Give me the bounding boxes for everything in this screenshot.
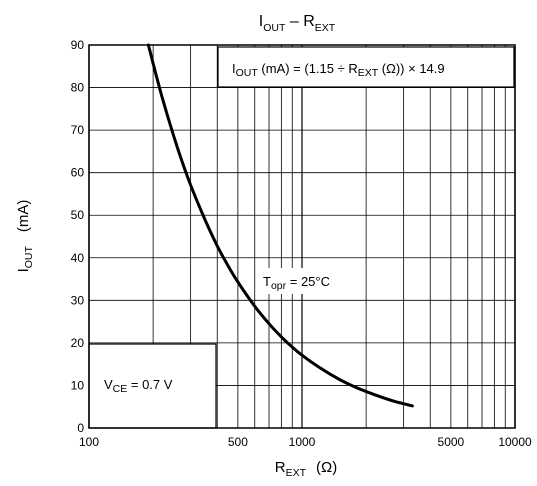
- y-tick-label: 70: [71, 123, 85, 137]
- x-axis-label: REXT (Ω): [275, 459, 337, 479]
- y-tick-label: 10: [71, 378, 85, 392]
- x-tick-label: 100: [79, 435, 99, 449]
- y-tick-label: 60: [71, 166, 85, 180]
- plot-frame: [88, 44, 516, 429]
- x-tick-label: 5000: [438, 435, 465, 449]
- temperature-note: Topr = 25°C: [263, 274, 330, 292]
- x-tick-label: 1000: [289, 435, 316, 449]
- chart-title: IOUT – REXT: [259, 13, 336, 34]
- y-tick-label: 20: [71, 336, 85, 350]
- y-tick-label: 80: [71, 81, 85, 95]
- formula-box: [217, 46, 515, 88]
- vce-text: VCE = 0.7 V: [104, 377, 173, 395]
- series-line: [146, 43, 414, 408]
- vce-box: [88, 343, 217, 429]
- y-tick-label: 40: [71, 251, 85, 265]
- y-tick-label: 30: [71, 293, 85, 307]
- minor-grid: [152, 45, 506, 428]
- formula-text: IOUT (mA) = (1.15 ÷ REXT (Ω)) × 14.9: [232, 61, 445, 79]
- x-tick-label: 10000: [498, 435, 532, 449]
- y-tick-labels: 0 10 20 30 40 50 60 70 80 90: [71, 38, 85, 435]
- y-tick-label: 0: [77, 421, 84, 435]
- y-tick-label: 90: [71, 38, 85, 52]
- y-tick-label: 50: [71, 208, 85, 222]
- x-tick-label: 500: [228, 435, 248, 449]
- y-axis-label: IOUT(mA): [15, 200, 35, 273]
- temperature-note-bg: [258, 268, 356, 294]
- x-tick-labels: 100 500 1000 5000 10000: [79, 435, 532, 449]
